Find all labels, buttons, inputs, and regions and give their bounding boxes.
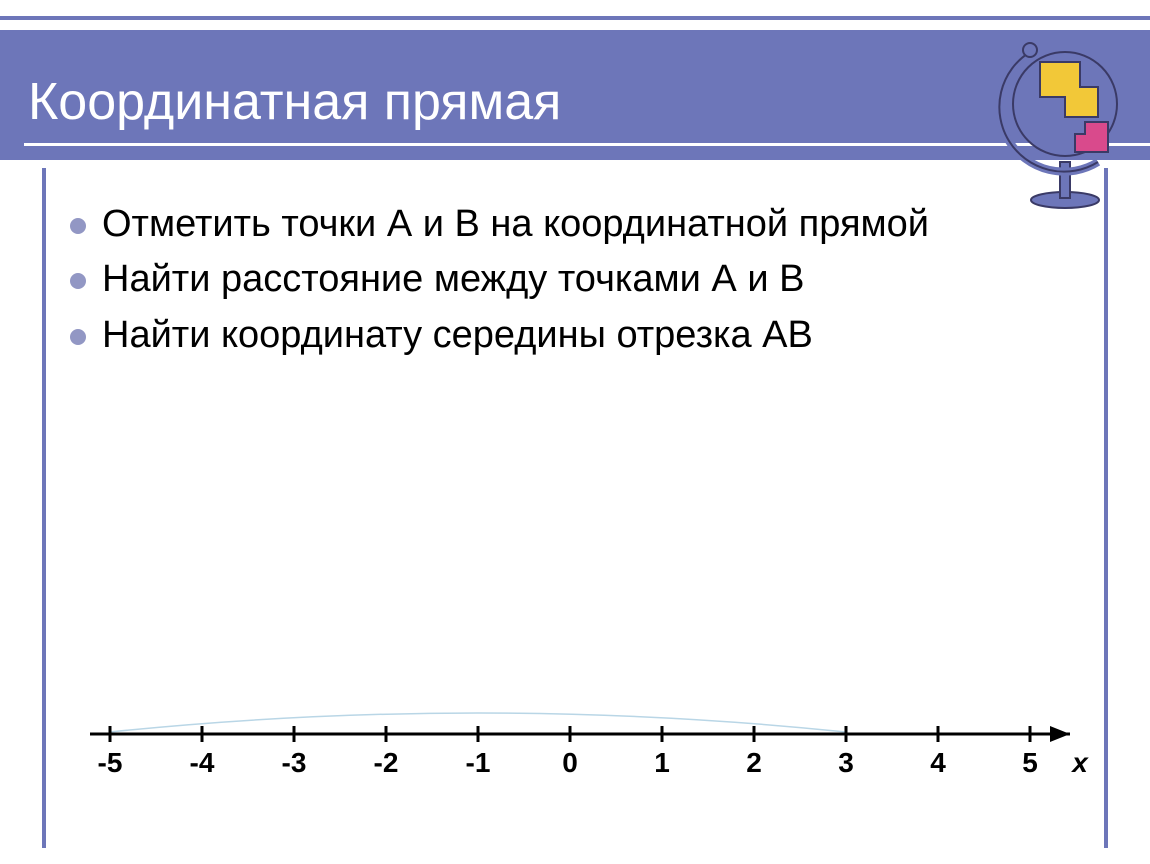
svg-text:1: 1 <box>654 747 670 778</box>
svg-text:5: 5 <box>1022 747 1038 778</box>
bullet-item: Найти расстояние между точками А и В <box>70 255 1080 304</box>
header-band: Координатная прямая <box>0 30 1150 160</box>
svg-text:-1: -1 <box>466 747 491 778</box>
svg-text:x: x <box>1070 747 1089 778</box>
vertical-rule-right <box>1104 168 1108 848</box>
bullet-text: Найти координату середины отрезка АВ <box>102 311 813 360</box>
svg-text:2: 2 <box>746 747 762 778</box>
svg-text:-5: -5 <box>98 747 123 778</box>
slide-title: Координатная прямая <box>28 72 561 132</box>
svg-text:-4: -4 <box>190 747 215 778</box>
svg-text:-3: -3 <box>282 747 307 778</box>
svg-text:4: 4 <box>930 747 946 778</box>
vertical-rule-left <box>42 168 46 848</box>
bullet-icon <box>70 329 86 345</box>
header-underline <box>24 143 1150 146</box>
bullet-text: Найти расстояние между точками А и В <box>102 255 804 304</box>
bullet-text: Отметить точки А и В на координатной пря… <box>102 200 929 249</box>
globe-icon <box>990 22 1130 212</box>
bullet-icon <box>70 273 86 289</box>
bullet-item: Найти координату середины отрезка АВ <box>70 311 1080 360</box>
content-area: Отметить точки А и В на координатной пря… <box>70 200 1080 366</box>
svg-text:3: 3 <box>838 747 854 778</box>
svg-text:0: 0 <box>562 747 578 778</box>
bullet-icon <box>70 218 86 234</box>
svg-text:-2: -2 <box>374 747 399 778</box>
bullet-item: Отметить точки А и В на координатной пря… <box>70 200 1080 249</box>
header-topline <box>0 16 1150 20</box>
number-line: -5 -4 -3 -2 -1 0 1 2 3 4 5 x <box>90 684 1090 804</box>
